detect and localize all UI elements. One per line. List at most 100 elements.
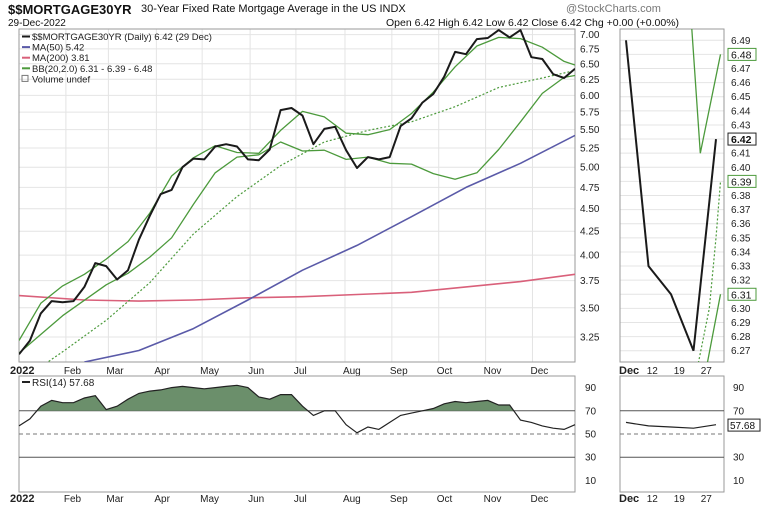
series-line-mortgage30yr: [19, 29, 575, 355]
dec-y-tick-label: 6.43: [731, 120, 751, 131]
x-tick-label: Apr: [154, 366, 170, 377]
dec-y-tick-label: 6.47: [731, 64, 751, 75]
legend-swatch: [21, 74, 29, 82]
rsi-x-tick-label: May: [200, 494, 219, 505]
rsi-panel: 10 30 50 70 90 RSI(14) 57.68 2022 Feb Mar Apr May J…: [10, 375, 597, 505]
rsi-tick-label: 90: [585, 383, 597, 394]
dec-x-tick-label: 12: [647, 366, 659, 377]
dec-x-tick-label: 19: [674, 366, 686, 377]
legend-entry: MA(50) 5.42: [32, 43, 84, 54]
y-tick-label: 6.50: [580, 59, 600, 70]
rsi-legend-entry: RSI(14) 57.68: [32, 378, 95, 389]
dec-rsi-x-tick-label: Dec: [619, 493, 639, 505]
dec-y-tick-label: 6.30: [731, 304, 751, 315]
ohlc-readout: Open 6.42 High 6.42 Low 6.42 Close 6.42 …: [386, 17, 680, 29]
x-tick-label: Mar: [106, 366, 124, 377]
series-line-bb-lower: [19, 74, 575, 354]
y-tick-label: 6.25: [580, 75, 600, 86]
value-tag-label: 6.42: [731, 134, 752, 146]
y-tick-label: 6.00: [580, 91, 600, 102]
series-line-bb-upper: [19, 36, 575, 341]
dec-series-bb-middle: [697, 181, 722, 362]
dec-y-tick-label: 6.46: [731, 78, 751, 89]
rsi-value-tag: [727, 418, 761, 432]
chart-date: 29-Dec-2022: [8, 18, 66, 29]
legend-entry: MA(200) 3.81: [32, 53, 90, 64]
dec-y-tick-label: 6.34: [731, 247, 751, 258]
dec-y-tick-label: 6.36: [731, 219, 751, 230]
x-tick-label: Feb: [64, 366, 82, 377]
dec-series-bb-upper: [691, 29, 722, 154]
rsi-tick-label: 70: [585, 406, 597, 417]
dec-y-tick-label: 6.27: [731, 346, 751, 357]
dec-y-tick-label: 6.33: [731, 262, 751, 273]
dec-y-tick-label: 6.49: [731, 36, 751, 47]
rsi-x-tick-label: Nov: [484, 494, 502, 505]
y-tick-label: 5.50: [580, 125, 600, 136]
dec-series-bb-lower: [706, 294, 722, 362]
dec-rsi-tick-label: 10: [733, 476, 745, 487]
x-tick-label: Nov: [484, 366, 502, 377]
y-tick-label: 4.00: [580, 251, 600, 262]
dec-rsi-x-tick-label: 19: [674, 494, 686, 505]
x-tick-label: Jul: [294, 366, 307, 377]
rsi-tick-label: 50: [585, 430, 597, 441]
rsi-line: [18, 384, 576, 434]
dec-rsi-line: [625, 421, 717, 429]
rsi-x-tick-label: Jul: [294, 494, 307, 505]
y-tick-label: 3.50: [580, 303, 600, 314]
x-tick-label: Sep: [390, 366, 408, 377]
y-tick-label: 4.25: [580, 227, 600, 238]
dec-rsi-x-tick-label: 12: [647, 494, 659, 505]
bb-value-tag: [727, 47, 757, 61]
dec-frame: [619, 28, 725, 363]
y-tick-label: 4.50: [580, 204, 600, 215]
y-tick-label: 5.00: [580, 163, 600, 174]
rsi-value-tag-label: 57.68: [730, 421, 755, 432]
value-tag-label: 6.31: [731, 289, 752, 301]
legend-entry: BB(20,2.0) 6.31 - 6.39 - 6.48: [32, 64, 152, 75]
y-tick-label: 3.75: [580, 276, 600, 287]
series-line-ma-200: [19, 273, 575, 302]
dec-rsi-tick-label: 70: [733, 406, 745, 417]
rsi-x-tick-label: Jun: [248, 494, 264, 505]
dec-rsi-tick-label: 90: [733, 383, 745, 394]
plot-frame: [18, 28, 576, 363]
dec-y-tick-label: 6.38: [731, 191, 751, 202]
legend-entry: $$MORTGAGE30YR (Daily) 6.42 (29 Dec): [32, 32, 212, 43]
rsi-x-tick-label: Mar: [106, 494, 124, 505]
y-tick-label: 5.25: [580, 143, 600, 154]
dec-y-tick-label: 6.28: [731, 332, 751, 343]
value-tag-label: 6.48: [731, 49, 752, 61]
rsi-x-tick-label: Sep: [390, 494, 408, 505]
bb-value-tag: [727, 287, 757, 301]
chart-symbol: $$MORTGAGE30YR: [8, 2, 132, 17]
chart-subtitle: 30-Year Fixed Rate Mortgage Average in t…: [141, 3, 406, 15]
y-tick-label: 5.75: [580, 108, 600, 119]
dec-rsi-x-tick-label: 27: [701, 494, 713, 505]
dec-x-tick-label: 27: [701, 366, 713, 377]
y-tick-label: 3.25: [580, 332, 600, 343]
dec-y-tick-label: 6.41: [731, 149, 751, 160]
series-line-bb-middle: [46, 69, 575, 362]
december-detail-panel: 6.27 6.28 6.29 6.30 6.32 6.33 6.34 6.35 6.36 6.37…: [619, 28, 757, 377]
dec-y-tick-label: 6.40: [731, 163, 751, 174]
stockcharts-watermark: @StockCharts.com: [566, 3, 661, 15]
y-tick-label: 4.75: [580, 183, 600, 194]
x-tick-label: Aug: [343, 366, 361, 377]
x-tick-label: Jun: [248, 366, 264, 377]
x-tick-label: Dec: [530, 366, 548, 377]
rsi-x-tick-label: Feb: [64, 494, 82, 505]
rsi-x-tick-label: Dec: [530, 494, 548, 505]
y-tick-label: 7.00: [580, 30, 600, 41]
rsi-tick-label: 30: [585, 453, 597, 464]
rsi-tick-label: 10: [585, 476, 597, 487]
y-tick-label: 6.75: [580, 44, 600, 55]
dec-series-mortgage30yr: [625, 40, 717, 352]
dec-y-tick-label: 6.44: [731, 106, 751, 117]
legend-entry: Volume undef: [32, 74, 90, 85]
series-line-ma-50: [84, 134, 575, 362]
dec-rsi-tick-label: 30: [733, 453, 745, 464]
dec-x-tick-label: Dec: [619, 365, 639, 377]
value-tag-label: 6.39: [731, 176, 752, 188]
